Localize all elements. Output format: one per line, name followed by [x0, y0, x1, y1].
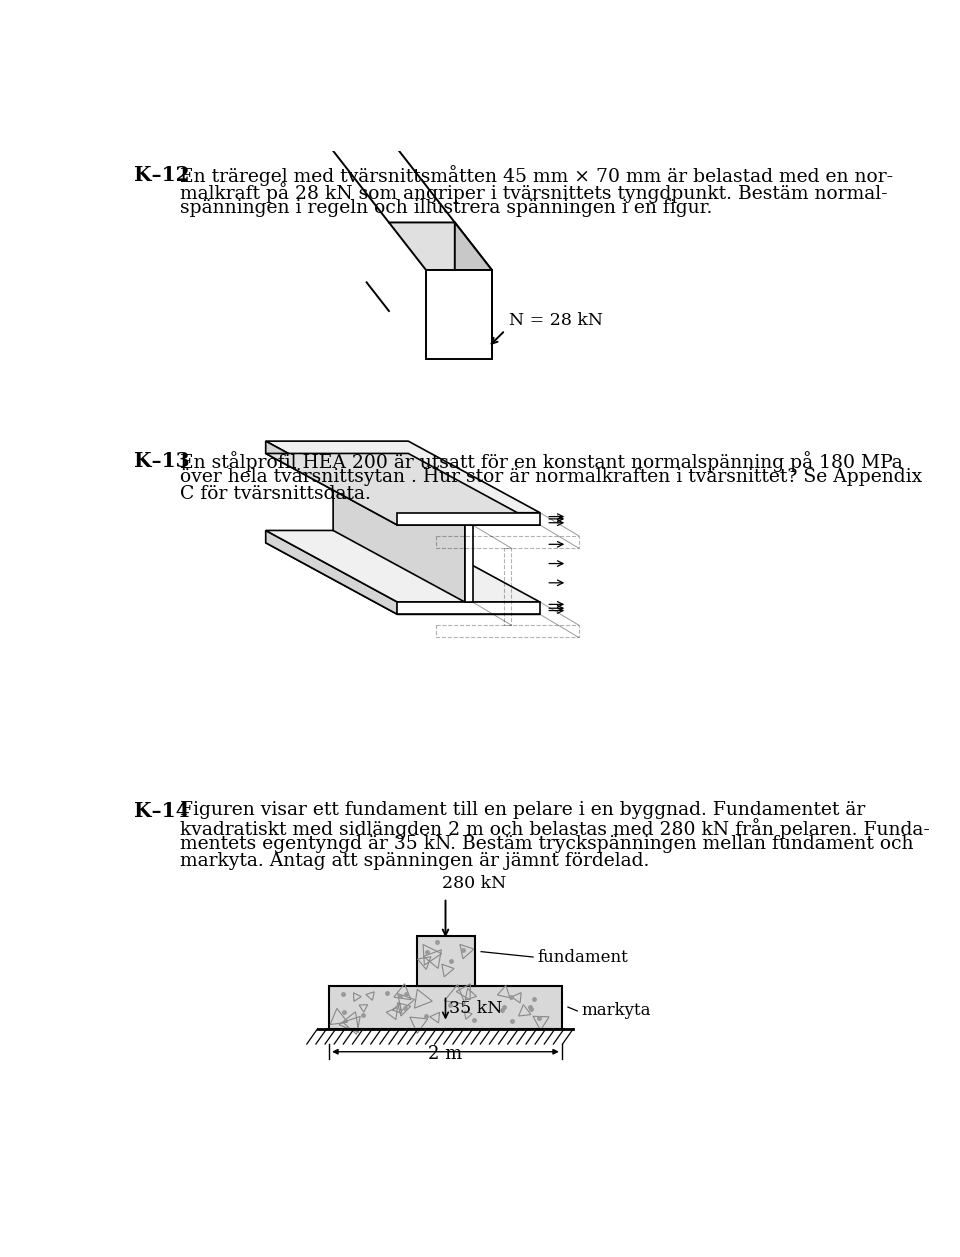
Polygon shape — [329, 987, 562, 1028]
Text: över hela tvärsnittsytan . Hur stor är normalkraften i tvärsnittet? Se Appendix: över hela tvärsnittsytan . Hur stor är n… — [180, 468, 923, 486]
Polygon shape — [333, 454, 465, 602]
Text: 35 kN: 35 kN — [449, 1001, 503, 1017]
Text: markyta. Antag att spänningen är jämnt fördelad.: markyta. Antag att spänningen är jämnt f… — [180, 852, 650, 870]
Polygon shape — [266, 441, 540, 513]
Polygon shape — [266, 543, 540, 615]
Text: C för tvärsnittsdata.: C för tvärsnittsdata. — [180, 485, 372, 503]
Text: K–13: K–13 — [134, 451, 189, 471]
Polygon shape — [455, 222, 492, 358]
Text: malkraft på 28 kN som angriper i tvärsnittets tyngdpunkt. Bestäm normal-: malkraft på 28 kN som angriper i tvärsni… — [180, 182, 888, 202]
Polygon shape — [465, 525, 472, 602]
Text: N = 28 kN: N = 28 kN — [509, 312, 603, 329]
Text: K–12: K–12 — [134, 165, 189, 185]
Text: En träregel med tvärsnittsmåtten 45 mm × 70 mm är belastad med en nor-: En träregel med tvärsnittsmåtten 45 mm ×… — [180, 165, 894, 186]
Text: 2 m: 2 m — [428, 1045, 463, 1062]
Text: K–14: K–14 — [134, 802, 190, 822]
Text: fundament: fundament — [537, 949, 628, 965]
Text: kvadratiskt med sidlängden 2 m och belastas med 280 kN från pelaren. Funda-: kvadratiskt med sidlängden 2 m och belas… — [180, 818, 930, 840]
Polygon shape — [266, 441, 397, 525]
Polygon shape — [426, 270, 492, 358]
Polygon shape — [417, 936, 475, 987]
Text: markyta: markyta — [581, 1002, 651, 1019]
Polygon shape — [266, 530, 397, 615]
Text: mentets egentyngd är 35 kN. Bestäm tryckspänningen mellan fundament och: mentets egentyngd är 35 kN. Bestäm tryck… — [180, 836, 914, 854]
Polygon shape — [397, 513, 540, 525]
Polygon shape — [389, 222, 492, 270]
Text: Figuren visar ett fundament till en pelare i en byggnad. Fundamentet är: Figuren visar ett fundament till en pela… — [180, 802, 866, 820]
Polygon shape — [266, 454, 540, 525]
Text: En stålprofil HEA 200 är utsatt för en konstant normalspänning på 180 MPa: En stålprofil HEA 200 är utsatt för en k… — [180, 451, 903, 473]
Polygon shape — [266, 530, 540, 602]
Text: 280 kN: 280 kN — [442, 875, 506, 891]
Text: spänningen i regeln och illustrera spänningen i en figur.: spänningen i regeln och illustrera spänn… — [180, 199, 713, 216]
Polygon shape — [397, 602, 540, 615]
